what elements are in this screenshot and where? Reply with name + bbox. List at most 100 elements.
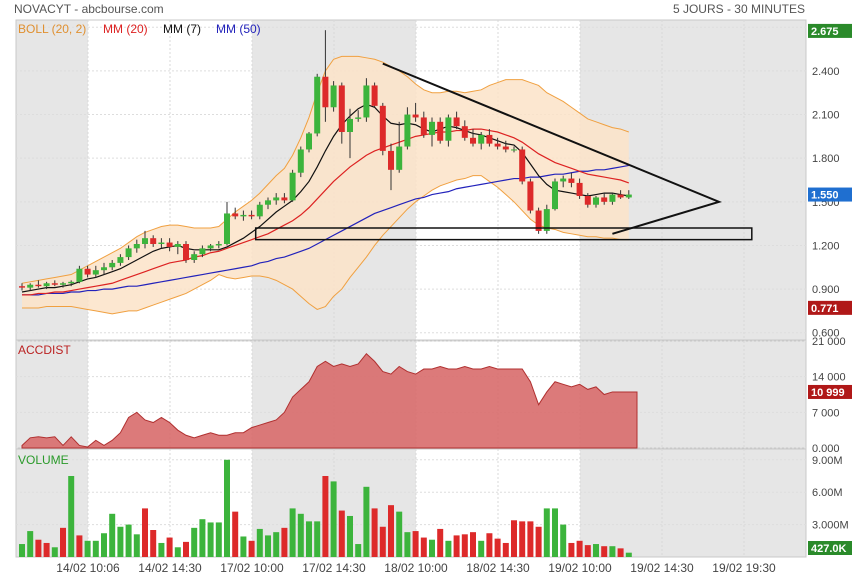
volume-bar xyxy=(404,532,411,557)
price-tick-label: 0.900 xyxy=(812,284,840,296)
volume-bar xyxy=(445,540,452,557)
volume-bar xyxy=(593,544,599,557)
accdist-title: ACCDIST xyxy=(18,343,71,357)
candle-body xyxy=(502,146,509,150)
volume-bar xyxy=(420,537,427,557)
volume-bar xyxy=(437,528,444,557)
candle-body xyxy=(174,244,181,247)
volume-bar xyxy=(601,546,608,557)
candle-body xyxy=(314,76,321,134)
candle-body xyxy=(601,197,608,202)
price-tick-label: 1.800 xyxy=(812,153,840,165)
volume-bar xyxy=(355,544,362,557)
last-price-badge xyxy=(808,187,852,202)
candle-body xyxy=(166,242,173,247)
volume-bar xyxy=(232,511,239,557)
period-label: 5 JOURS - 30 MINUTES xyxy=(673,2,805,16)
candle-body xyxy=(453,117,460,127)
candle-body xyxy=(617,194,624,198)
accdist-tick-label: 21 000 xyxy=(812,336,846,348)
volume-bar xyxy=(412,531,419,557)
candle-body xyxy=(412,114,419,118)
candle-body xyxy=(486,134,493,144)
volume-bar xyxy=(388,505,394,557)
high-price-badge-label: 2.675 xyxy=(811,26,839,38)
volume-bar xyxy=(281,527,288,557)
candle-body xyxy=(289,172,296,201)
candle-body xyxy=(461,126,468,138)
volume-tick-label: 3.000M xyxy=(812,520,849,532)
volume-bar xyxy=(519,521,526,557)
volume-bar xyxy=(625,552,632,557)
x-tick-label: 17/02 10:00 xyxy=(220,561,284,575)
candle-body xyxy=(240,214,247,217)
candle-body xyxy=(355,117,362,119)
last-price-badge-label: 1.550 xyxy=(811,190,839,202)
candle-body xyxy=(273,197,280,201)
candle-body xyxy=(519,149,526,182)
volume-bar xyxy=(494,538,501,557)
volume-bar xyxy=(27,531,34,557)
candle-body xyxy=(511,149,517,151)
volume-tick-label: 9.00M xyxy=(812,455,843,467)
candle-body xyxy=(68,281,75,284)
candle-body xyxy=(470,137,476,144)
volume-bar xyxy=(273,532,280,557)
candle-body xyxy=(568,178,575,183)
candle-body xyxy=(43,283,50,287)
volume-bar xyxy=(207,522,214,557)
candle-body xyxy=(429,121,435,135)
bollinger-band-fill xyxy=(22,56,629,314)
volume-bar xyxy=(322,476,329,557)
chart-title: NOVACYT - abcbourse.com xyxy=(14,2,164,16)
candle-body xyxy=(388,150,394,170)
candle-body xyxy=(27,284,34,288)
candle-body xyxy=(347,118,353,132)
candle-body xyxy=(593,197,599,205)
accdist-badge-label: 10 999 xyxy=(811,387,845,399)
volume-bar xyxy=(240,536,247,557)
candle-body xyxy=(215,244,222,246)
volume-bar xyxy=(461,534,468,557)
candle-body xyxy=(322,76,329,108)
volume-bar xyxy=(191,527,198,557)
candle-body xyxy=(543,209,550,231)
x-tick-label: 19/02 10:00 xyxy=(548,561,612,575)
volume-bar xyxy=(215,522,222,557)
volume-bar xyxy=(371,508,378,557)
candle-body xyxy=(527,181,534,211)
volume-bar xyxy=(43,542,50,557)
candle-body xyxy=(371,85,378,106)
volume-bar xyxy=(248,540,255,557)
x-tick-label: 17/02 14:30 xyxy=(302,561,366,575)
candle-body xyxy=(379,105,386,151)
x-tick-label: 18/02 10:00 xyxy=(384,561,448,575)
low-price-badge-label: 0.771 xyxy=(811,303,839,315)
volume-bar xyxy=(158,542,165,557)
candle-body xyxy=(552,181,558,210)
volume-bar xyxy=(576,540,583,557)
volume-bar xyxy=(527,521,534,557)
price-tick-label: 0.600 xyxy=(812,328,840,340)
candle-body xyxy=(396,146,403,170)
volume-bar xyxy=(617,548,624,557)
volume-bar xyxy=(543,508,550,557)
price-tick-label: 1.200 xyxy=(812,240,840,252)
volume-bar xyxy=(125,524,132,557)
candle-body xyxy=(437,121,444,141)
candle-body xyxy=(199,248,206,255)
support-zone-box xyxy=(254,227,753,241)
session-shade xyxy=(16,341,88,448)
legend-ma7: MM (7) xyxy=(163,22,201,36)
high-price-badge xyxy=(808,23,852,38)
candle-body xyxy=(609,194,616,202)
candle-body xyxy=(330,85,337,108)
volume-bar xyxy=(265,535,271,557)
volume-bar xyxy=(51,547,58,557)
volume-bar xyxy=(347,515,353,557)
volume-bar xyxy=(511,520,517,557)
volume-bar xyxy=(109,513,116,557)
price-tick-label: 2.100 xyxy=(812,110,840,122)
volume-bar xyxy=(289,508,296,557)
